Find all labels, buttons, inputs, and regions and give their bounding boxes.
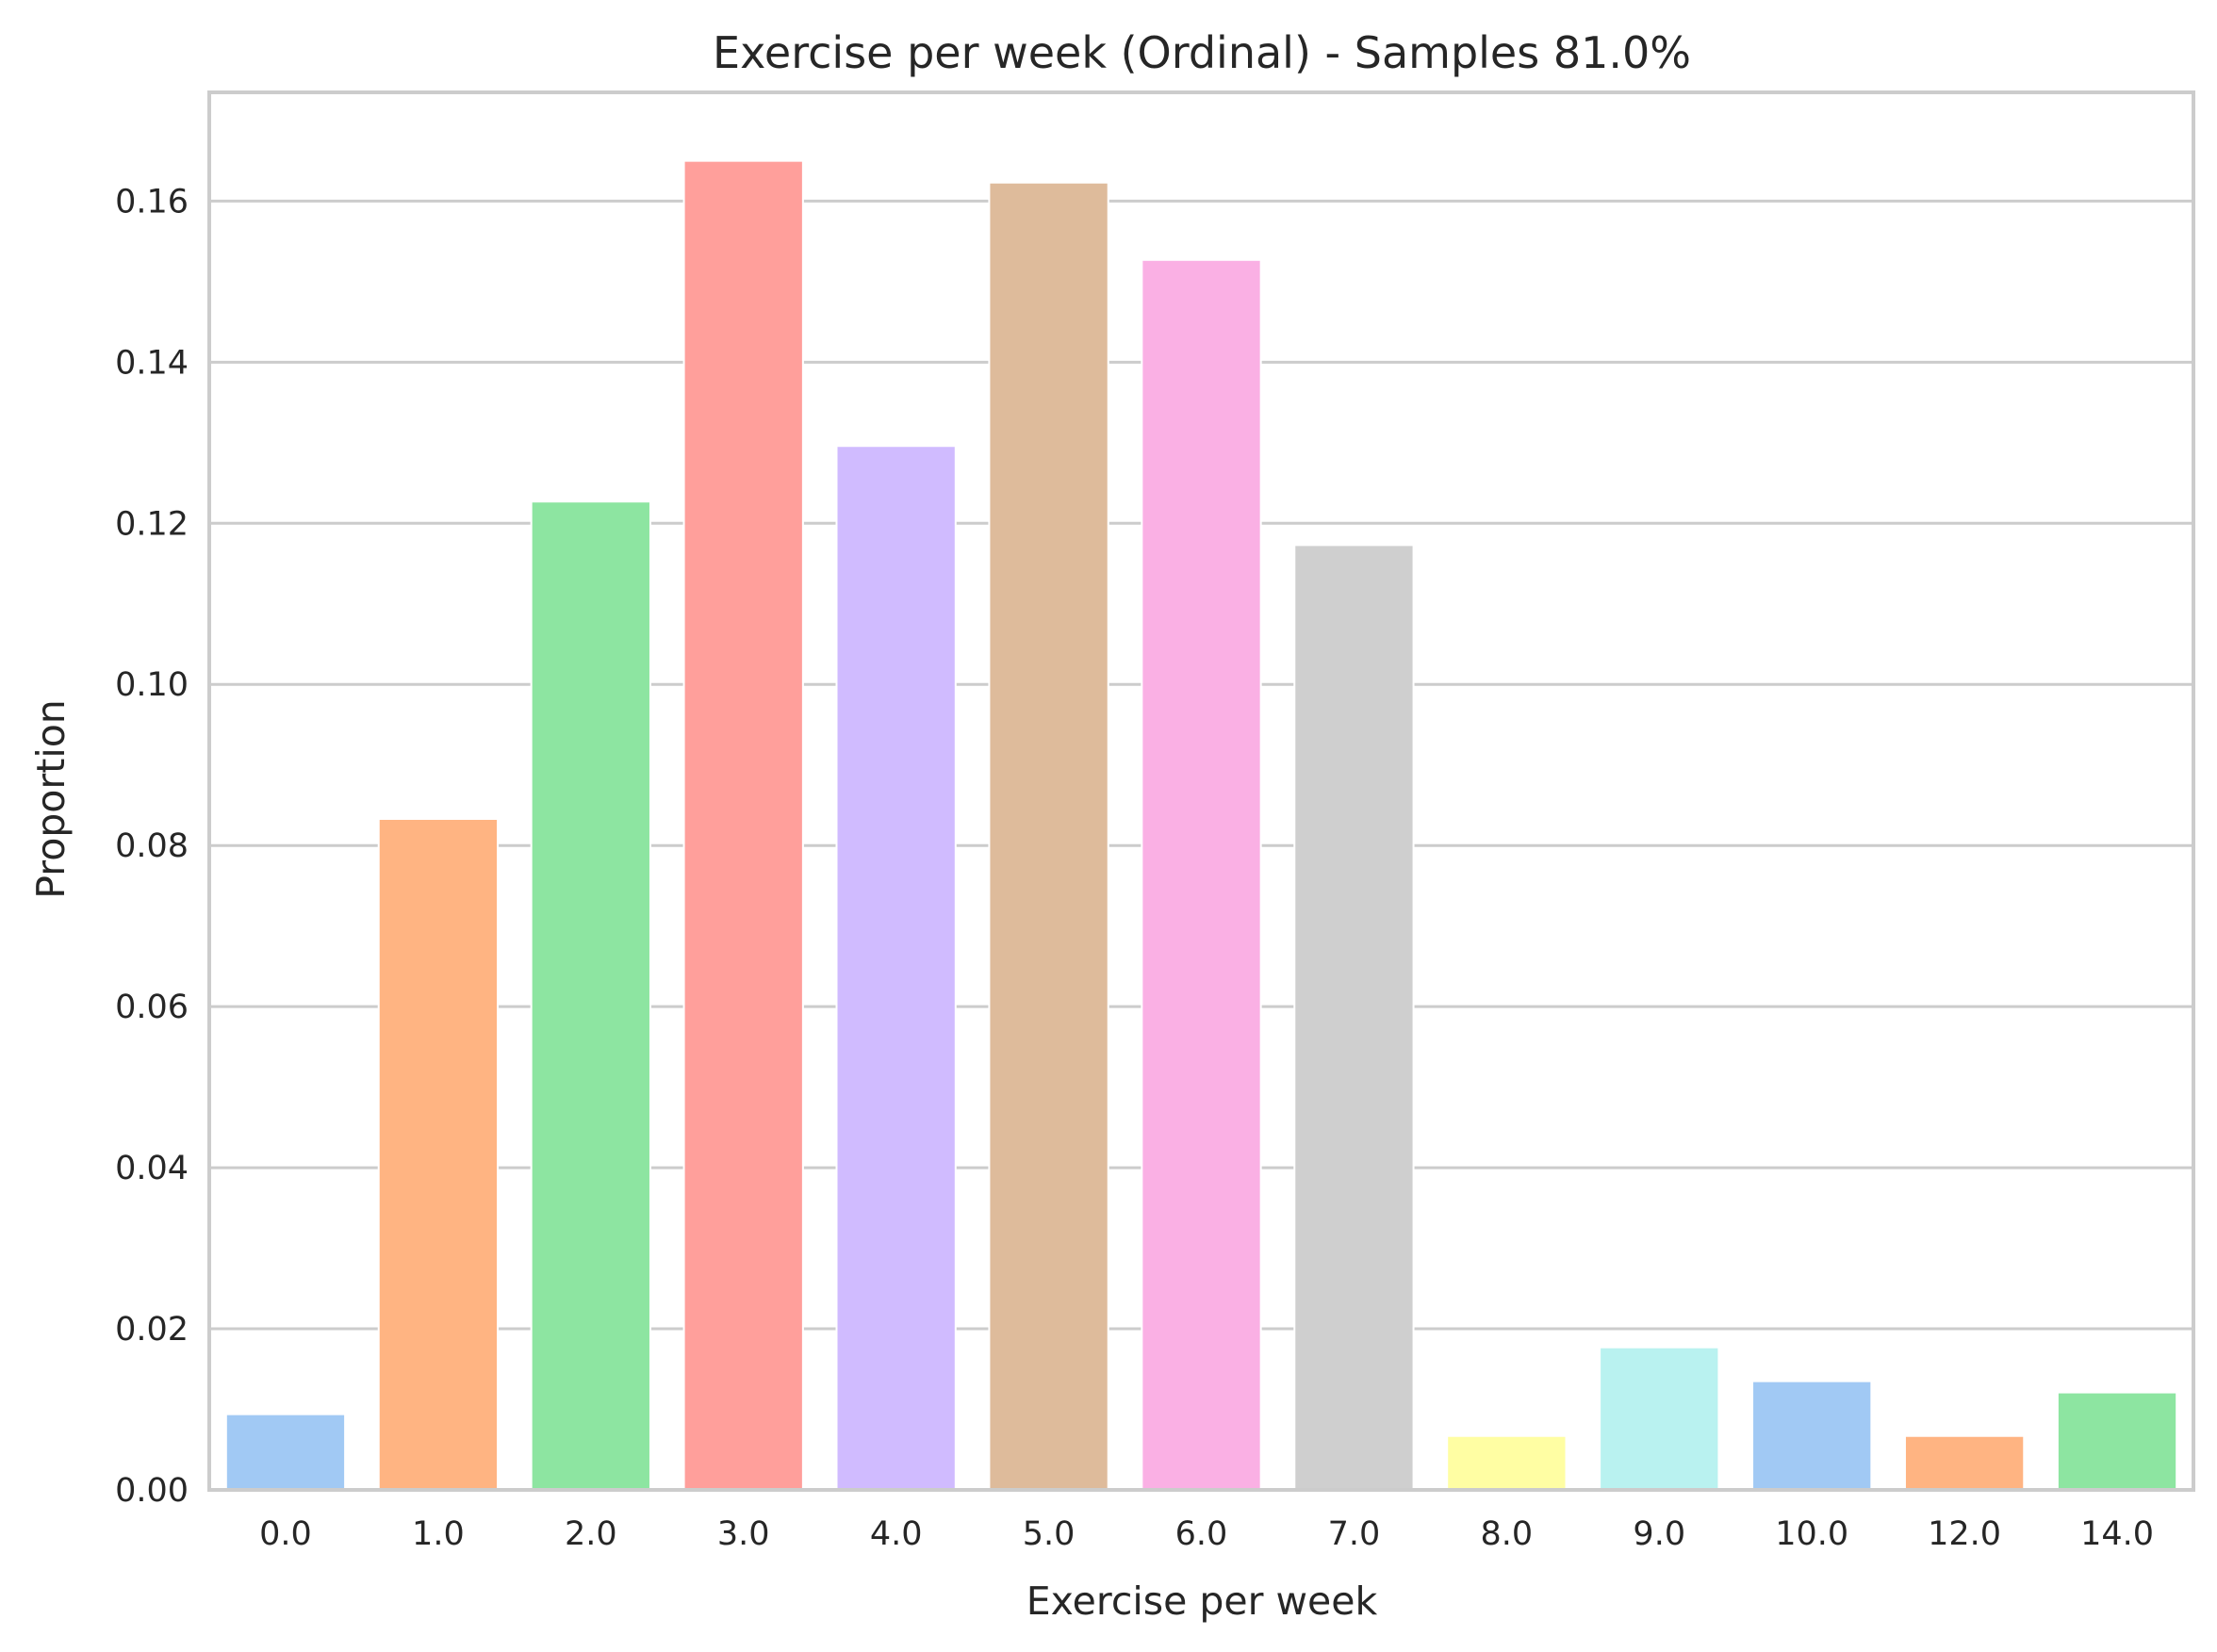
- x-tick-label: 7.0: [1328, 1515, 1381, 1553]
- y-tick-labels: 0.00 0.02 0.04 0.06 0.08 0.10 0.12 0.14 0.16: [115, 183, 189, 1510]
- x-tick-label: 1.0: [412, 1515, 465, 1553]
- x-tick-label: 12.0: [1928, 1515, 2001, 1553]
- plot-frame: [207, 90, 2195, 1492]
- bar-10.0: [1751, 1380, 1873, 1491]
- x-tick-label: 14.0: [2080, 1515, 2154, 1553]
- x-tick-label: 0.0: [259, 1515, 312, 1553]
- bar-2.0: [530, 500, 651, 1491]
- bar-0.0: [224, 1413, 347, 1492]
- y-tick-label: 0.12: [115, 505, 189, 543]
- y-tick-label: 0.08: [115, 827, 189, 865]
- bar-7.0: [1293, 544, 1415, 1491]
- y-tick-label: 0.02: [115, 1311, 189, 1349]
- y-tick-label: 0.10: [115, 666, 189, 704]
- chart-title: Exercise per week (Ordinal) - Samples 81…: [713, 27, 1691, 78]
- bar-6.0: [1141, 258, 1262, 1491]
- bars: [224, 159, 2178, 1492]
- bar-1.0: [377, 817, 500, 1491]
- y-tick-label: 0.04: [115, 1150, 189, 1187]
- x-tick-label: 5.0: [1023, 1515, 1076, 1553]
- bar-12.0: [1903, 1434, 2026, 1492]
- x-tick-label: 2.0: [565, 1515, 617, 1553]
- bar-4.0: [835, 445, 957, 1492]
- bar-8.0: [1446, 1434, 1568, 1492]
- x-axis-label: Exercise per week: [1026, 1578, 1378, 1624]
- x-tick-label: 10.0: [1775, 1515, 1848, 1553]
- bar-3.0: [682, 159, 804, 1491]
- x-tick-label: 8.0: [1481, 1515, 1534, 1553]
- x-tick-label: 4.0: [870, 1515, 923, 1553]
- bar-5.0: [988, 181, 1109, 1492]
- x-tick-labels: 0.0 1.0 2.0 3.0 4.0 5.0 6.0 7.0 8.0 9.0 10.0 12.0 14…: [259, 1515, 2154, 1553]
- bar-14.0: [2056, 1391, 2178, 1491]
- y-tick-label: 0.16: [115, 183, 189, 221]
- x-tick-label: 6.0: [1175, 1515, 1228, 1553]
- y-tick-label: 0.00: [115, 1472, 189, 1510]
- y-tick-label: 0.14: [115, 344, 189, 382]
- x-tick-label: 3.0: [717, 1515, 770, 1553]
- y-axis-label: Proportion: [28, 699, 74, 899]
- x-tick-label: 9.0: [1633, 1515, 1685, 1553]
- bar-9.0: [1599, 1346, 1720, 1492]
- y-tick-label: 0.06: [115, 989, 189, 1026]
